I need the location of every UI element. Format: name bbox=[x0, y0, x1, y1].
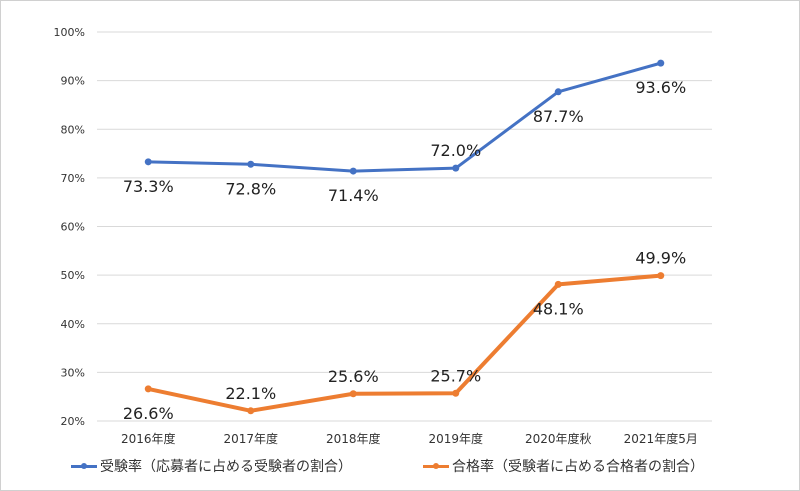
data-label: 72.0% bbox=[430, 141, 481, 160]
data-point bbox=[349, 390, 357, 398]
data-point bbox=[554, 88, 562, 96]
data-label: 93.6% bbox=[635, 78, 686, 97]
data-label: 87.7% bbox=[533, 107, 584, 126]
data-label: 26.6% bbox=[123, 404, 174, 423]
y-tick-label: 70% bbox=[61, 172, 85, 185]
y-tick-label: 80% bbox=[61, 123, 85, 136]
data-label: 71.4% bbox=[328, 186, 379, 205]
data-point bbox=[554, 280, 562, 288]
y-tick-label: 40% bbox=[61, 318, 85, 331]
data-label: 22.1% bbox=[225, 384, 276, 403]
x-tick-label: 2018年度 bbox=[326, 431, 381, 446]
legend-label: 受験率（応募者に占める受験者の割合） bbox=[100, 459, 352, 475]
legend-swatch-orange bbox=[423, 462, 449, 469]
data-label: 49.9% bbox=[635, 249, 686, 268]
y-tick-label: 100% bbox=[54, 26, 85, 39]
x-tick-label: 2021年度5月 bbox=[624, 431, 698, 446]
data-point bbox=[144, 385, 152, 393]
legend-item-exam-rate: 受験率（応募者に占める受験者の割合） bbox=[71, 456, 352, 476]
y-tick-label: 60% bbox=[61, 221, 85, 234]
data-point bbox=[247, 160, 255, 168]
y-tick-label: 50% bbox=[61, 269, 85, 282]
data-label: 48.1% bbox=[533, 299, 584, 318]
data-point bbox=[144, 158, 152, 166]
data-label: 25.6% bbox=[328, 367, 379, 386]
data-label: 73.3% bbox=[123, 177, 174, 196]
data-label: 72.8% bbox=[225, 179, 276, 198]
data-point bbox=[349, 167, 357, 175]
data-point bbox=[452, 164, 460, 172]
legend-swatch-blue bbox=[71, 462, 97, 469]
y-tick-label: 30% bbox=[61, 366, 85, 379]
data-point bbox=[657, 272, 665, 280]
x-tick-label: 2019年度 bbox=[428, 431, 483, 446]
legend-item-pass-rate: 合格率（受験者に占める合格者の割合） bbox=[423, 456, 704, 476]
x-tick-label: 2016年度 bbox=[121, 431, 176, 446]
series-line bbox=[147, 273, 661, 413]
legend-label: 合格率（受験者に占める合格者の割合） bbox=[452, 459, 704, 475]
y-tick-label: 20% bbox=[61, 415, 85, 428]
x-tick-label: 2017年度 bbox=[223, 431, 278, 446]
data-point bbox=[247, 407, 255, 415]
data-point bbox=[657, 59, 665, 67]
y-tick-label: 90% bbox=[61, 75, 85, 88]
x-tick-label: 2020年度秋 bbox=[525, 431, 592, 446]
series-line bbox=[148, 61, 662, 173]
data-label: 25.7% bbox=[430, 366, 481, 385]
data-point bbox=[452, 389, 460, 397]
